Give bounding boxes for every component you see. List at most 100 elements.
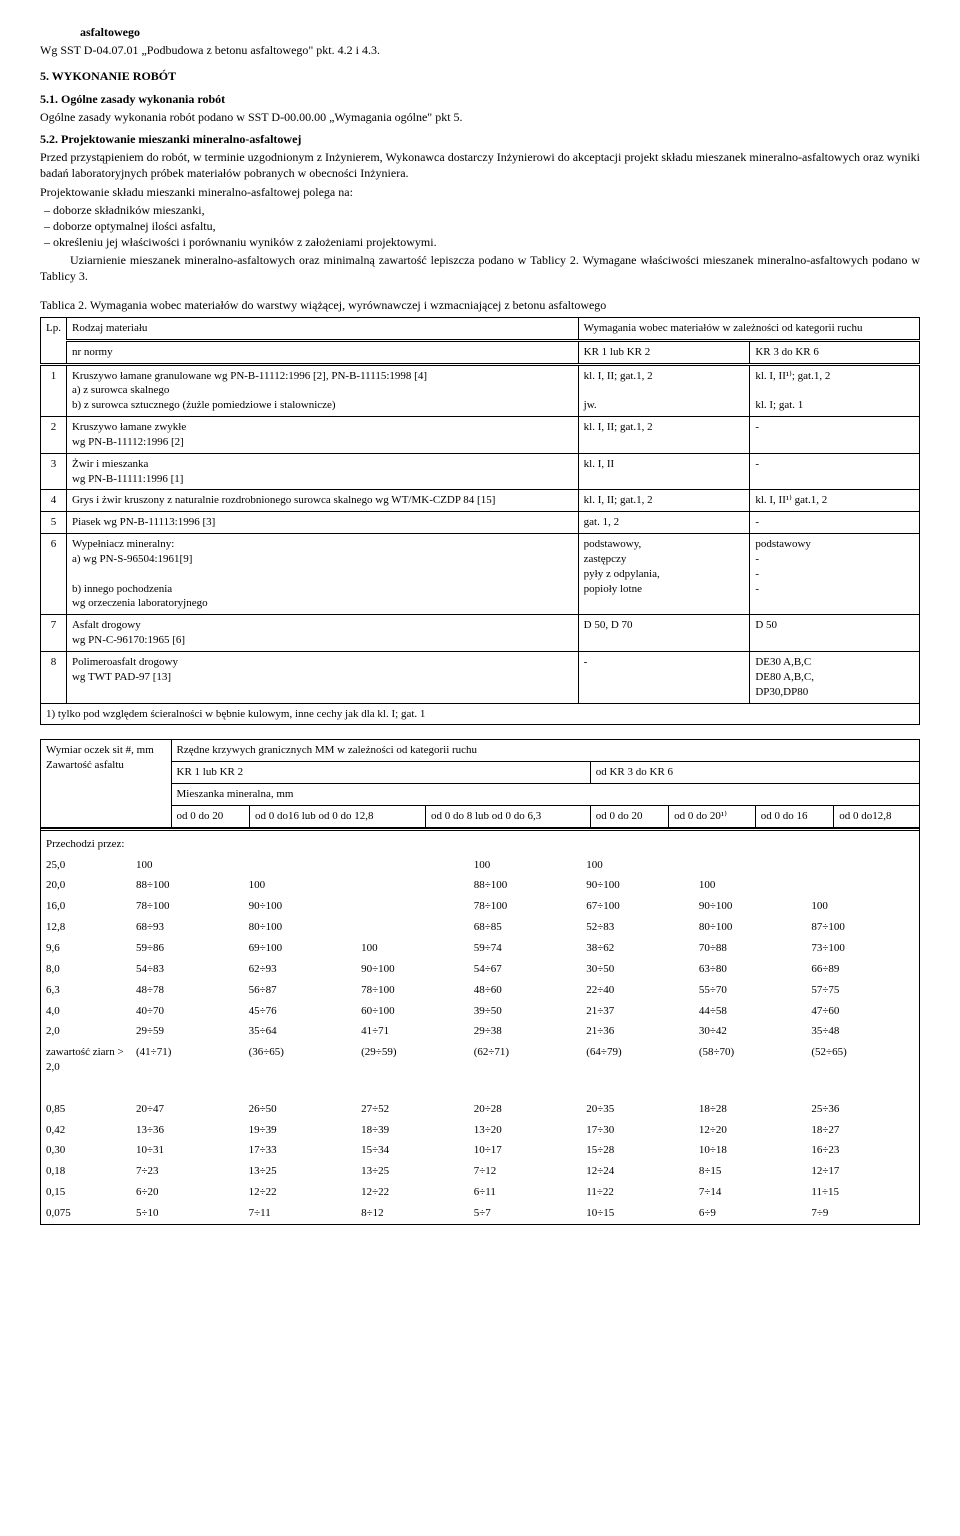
table-cell: 35÷48: [806, 1021, 919, 1042]
table-cell: 100: [469, 855, 582, 876]
table-cell: 62÷93: [244, 959, 357, 980]
table-cell: Kruszywo łamane zwykłe wg PN-B-11112:199…: [66, 417, 578, 454]
table-cell: 70÷88: [694, 938, 807, 959]
table-cell: 11÷22: [581, 1182, 694, 1203]
table-cell: 7÷23: [131, 1161, 244, 1182]
table-cell: [806, 875, 919, 896]
t3-h-left2: Zawartość asfaltu: [46, 758, 166, 773]
table-cell: 78÷100: [469, 896, 582, 917]
table-cell: 20÷28: [469, 1099, 582, 1120]
table-cell: 21÷37: [581, 1001, 694, 1022]
table-cell: 29÷38: [469, 1021, 582, 1042]
table-cell: Żwir i mieszanka wg PN-B-11111:1996 [1]: [66, 453, 578, 490]
table-cell: 57÷75: [806, 980, 919, 1001]
table-cell: Piasek wg PN-B-11113:1996 [3]: [66, 512, 578, 534]
table-cell: 6÷11: [469, 1182, 582, 1203]
table-cell: 20÷35: [581, 1099, 694, 1120]
table-cell: 100: [244, 875, 357, 896]
t2-h-rodzaj: Rodzaj materiału: [66, 317, 578, 340]
bullet-item: doborze optymalnej ilości asfaltu,: [58, 218, 920, 234]
wg-line: Wg SST D-04.07.01 „Podbudowa z betonu as…: [40, 42, 920, 58]
table-cell: kl. I, II¹⁾ gat.1, 2: [750, 490, 920, 512]
table-cell: 44÷58: [694, 1001, 807, 1022]
t3-col-header: od 0 do 16: [755, 805, 833, 826]
table-cell: 100: [131, 855, 244, 876]
table-cell: [356, 896, 469, 917]
table-cell: 2: [41, 417, 67, 454]
table-cell: 30÷50: [581, 959, 694, 980]
table-cell: 78÷100: [131, 896, 244, 917]
table-cell: 59÷74: [469, 938, 582, 959]
table-cell: 100: [806, 896, 919, 917]
table-cell: 48÷78: [131, 980, 244, 1001]
table-cell: 6,3: [41, 980, 131, 1001]
bullet-list: doborze składników mieszanki,doborze opt…: [40, 202, 920, 251]
table-cell: 87÷100: [806, 917, 919, 938]
table-cell: 5: [41, 512, 67, 534]
table-cell: gat. 1, 2: [578, 512, 750, 534]
table-cell: 12÷24: [581, 1161, 694, 1182]
table-cell: (64÷79): [581, 1042, 694, 1078]
table-cell: 6: [41, 534, 67, 615]
table-cell: 0,15: [41, 1182, 131, 1203]
table-cell: 5÷7: [469, 1203, 582, 1224]
table-cell: kl. I, II: [578, 453, 750, 490]
table-cell: (58÷70): [694, 1042, 807, 1078]
table-cell: 3: [41, 453, 67, 490]
table-cell: 41÷71: [356, 1021, 469, 1042]
table-cell: (52÷65): [806, 1042, 919, 1078]
t3-col-header: od 0 do 8 lub od 0 do 6,3: [425, 805, 590, 826]
table-cell: kl. I, II; gat.1, 2 jw.: [578, 364, 750, 417]
table-cell: [694, 855, 807, 876]
table-cell: 29÷59: [131, 1021, 244, 1042]
table-cell: 15÷34: [356, 1140, 469, 1161]
table-cell: 100: [581, 855, 694, 876]
page-title-fragment: asfaltowego: [80, 24, 920, 40]
table-cell: 80÷100: [244, 917, 357, 938]
table-cell: 25,0: [41, 855, 131, 876]
table-cell: 25÷36: [806, 1099, 919, 1120]
table-cell: 100: [694, 875, 807, 896]
table-cell: Asfalt drogowy wg PN-C-96170:1965 [6]: [66, 615, 578, 652]
section-5-2-p2: Projektowanie składu mieszanki mineralno…: [40, 184, 920, 200]
table-cell: 80÷100: [694, 917, 807, 938]
t3-h-top: Rzędne krzywych granicznych MM w zależno…: [171, 740, 919, 761]
table-cell: 30÷42: [694, 1021, 807, 1042]
table-cell: [244, 855, 357, 876]
table-3: Wymiar oczek sit #, mm Zawartość asfaltu…: [40, 739, 920, 1224]
table-cell: 5÷10: [131, 1203, 244, 1224]
table-cell: 4: [41, 490, 67, 512]
table-cell: 22÷40: [581, 980, 694, 1001]
table-cell: kl. I, II; gat.1, 2: [578, 490, 750, 512]
section-5-2-p3: Uziarnienie mieszanek mineralno-asfaltow…: [40, 252, 920, 284]
table-cell: [356, 917, 469, 938]
table-cell: 7: [41, 615, 67, 652]
table-2-caption: Tablica 2. Wymagania wobec materiałów do…: [40, 297, 920, 313]
table-cell: kl. I, II¹⁾; gat.1, 2 kl. I; gat. 1: [750, 364, 920, 417]
table-cell: 17÷33: [244, 1140, 357, 1161]
table-cell: 19÷39: [244, 1120, 357, 1141]
table-cell: 12÷17: [806, 1161, 919, 1182]
table-cell: 38÷62: [581, 938, 694, 959]
table-cell: D 50, D 70: [578, 615, 750, 652]
t2-h-nr: nr normy: [66, 340, 578, 364]
table-cell: 16÷23: [806, 1140, 919, 1161]
t3-col-header: od 0 do 20¹⁾: [669, 805, 756, 826]
table-cell: 68÷85: [469, 917, 582, 938]
t3-col-header: od 0 do12,8: [834, 805, 919, 826]
table-cell: 8÷15: [694, 1161, 807, 1182]
table-cell: 100: [356, 938, 469, 959]
section-5-heading: 5. WYKONANIE ROBÓT: [40, 68, 920, 84]
table-cell: (29÷59): [356, 1042, 469, 1078]
table-cell: 12,8: [41, 917, 131, 938]
table-cell: 47÷60: [806, 1001, 919, 1022]
section-5-2-heading: 5.2. Projektowanie mieszanki mineralno-a…: [40, 131, 920, 147]
table-cell: -: [750, 453, 920, 490]
table-cell: 90÷100: [694, 896, 807, 917]
table-cell: 7÷14: [694, 1182, 807, 1203]
t2-h-lp: Lp.: [41, 317, 67, 364]
table-cell: 66÷89: [806, 959, 919, 980]
t3-pass-label: Przechodzi przez:: [41, 829, 919, 854]
table-cell: podstawowy, zastępczy pyły z odpylania, …: [578, 534, 750, 615]
table-cell: 20÷47: [131, 1099, 244, 1120]
